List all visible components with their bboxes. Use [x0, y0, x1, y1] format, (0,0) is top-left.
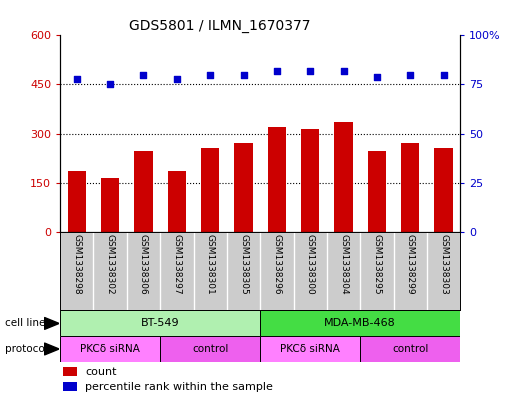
- Text: GSM1338305: GSM1338305: [239, 234, 248, 295]
- Text: GSM1338295: GSM1338295: [372, 234, 381, 295]
- Text: percentile rank within the sample: percentile rank within the sample: [85, 382, 273, 392]
- Text: GSM1338297: GSM1338297: [173, 234, 181, 295]
- Bar: [234, 143, 253, 232]
- Point: [406, 72, 414, 78]
- Bar: [201, 148, 219, 232]
- Bar: [168, 171, 186, 232]
- Bar: [134, 151, 153, 232]
- Text: GSM1338299: GSM1338299: [406, 234, 415, 295]
- Text: MDA-MB-468: MDA-MB-468: [324, 318, 396, 328]
- Text: count: count: [85, 367, 117, 376]
- Bar: [401, 143, 419, 232]
- Bar: [60, 336, 160, 362]
- Text: GSM1338300: GSM1338300: [306, 234, 315, 295]
- Polygon shape: [44, 318, 59, 329]
- Text: GSM1338304: GSM1338304: [339, 234, 348, 295]
- Point: [373, 73, 381, 80]
- Text: PKCδ siRNA: PKCδ siRNA: [280, 344, 340, 354]
- Bar: [160, 336, 260, 362]
- Point: [73, 75, 81, 82]
- Point: [306, 68, 314, 74]
- Text: PKCδ siRNA: PKCδ siRNA: [80, 344, 140, 354]
- Bar: [435, 148, 453, 232]
- Bar: [63, 367, 77, 376]
- Bar: [67, 171, 86, 232]
- Bar: [260, 310, 460, 336]
- Text: GSM1338296: GSM1338296: [272, 234, 281, 295]
- Point: [339, 68, 348, 74]
- Bar: [268, 127, 286, 232]
- Point: [206, 72, 214, 78]
- Bar: [301, 129, 320, 232]
- Bar: [101, 178, 119, 232]
- Bar: [60, 310, 260, 336]
- Point: [173, 75, 181, 82]
- Text: cell line: cell line: [5, 318, 46, 328]
- Point: [439, 72, 448, 78]
- Text: GSM1338303: GSM1338303: [439, 234, 448, 295]
- Text: GSM1338301: GSM1338301: [206, 234, 214, 295]
- Title: GDS5801 / ILMN_1670377: GDS5801 / ILMN_1670377: [129, 19, 311, 33]
- Text: protocol: protocol: [5, 343, 48, 354]
- Text: GSM1338302: GSM1338302: [106, 234, 115, 295]
- Bar: [360, 336, 460, 362]
- Text: control: control: [192, 344, 229, 354]
- Bar: [334, 122, 353, 232]
- Text: GSM1338298: GSM1338298: [72, 234, 81, 295]
- Bar: [368, 151, 386, 232]
- Point: [139, 72, 147, 78]
- Text: control: control: [392, 344, 428, 354]
- Bar: [260, 336, 360, 362]
- Text: BT-549: BT-549: [141, 318, 179, 328]
- Polygon shape: [44, 343, 59, 355]
- Point: [240, 72, 248, 78]
- Bar: [63, 382, 77, 391]
- Point: [106, 81, 115, 88]
- Point: [272, 68, 281, 74]
- Text: GSM1338306: GSM1338306: [139, 234, 148, 295]
